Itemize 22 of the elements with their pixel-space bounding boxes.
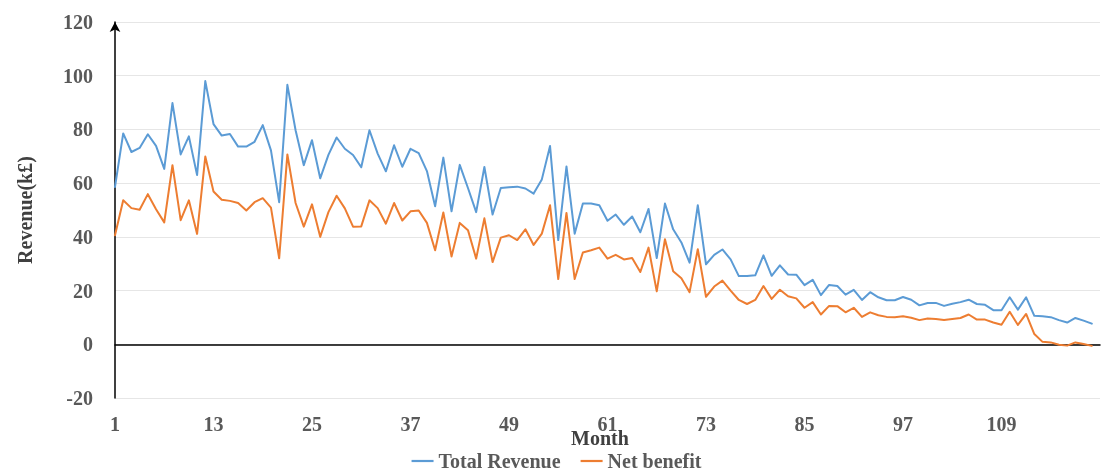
- legend-label: Net benefit: [607, 450, 702, 472]
- x-tick-label: 85: [794, 413, 815, 435]
- x-tick-label: 97: [893, 413, 913, 435]
- y-tick-label: 80: [73, 118, 93, 141]
- x-tick-label: 109: [986, 413, 1017, 435]
- x-tick-label: 13: [203, 413, 224, 435]
- y-tick-label: 120: [63, 11, 93, 33]
- y-tick-label: 60: [73, 172, 93, 195]
- line-series: [114, 153, 1093, 347]
- y-tick-label: 100: [63, 64, 93, 87]
- x-tick-label: 25: [302, 413, 322, 435]
- y-tick-label: 20: [73, 279, 93, 302]
- line-series: [114, 80, 1093, 325]
- x-tick-label: 73: [696, 413, 716, 435]
- y-axis-title: Revenue(k£): [14, 156, 37, 264]
- legend-label: Total Revenue: [438, 450, 561, 472]
- y-tick-label: 40: [73, 225, 93, 248]
- y-tick-label: 0: [83, 333, 93, 356]
- x-tick-label: 1: [110, 413, 120, 435]
- y-tick-label: -20: [66, 387, 93, 409]
- x-tick-label: 37: [400, 413, 421, 435]
- x-tick-label: 49: [499, 413, 519, 435]
